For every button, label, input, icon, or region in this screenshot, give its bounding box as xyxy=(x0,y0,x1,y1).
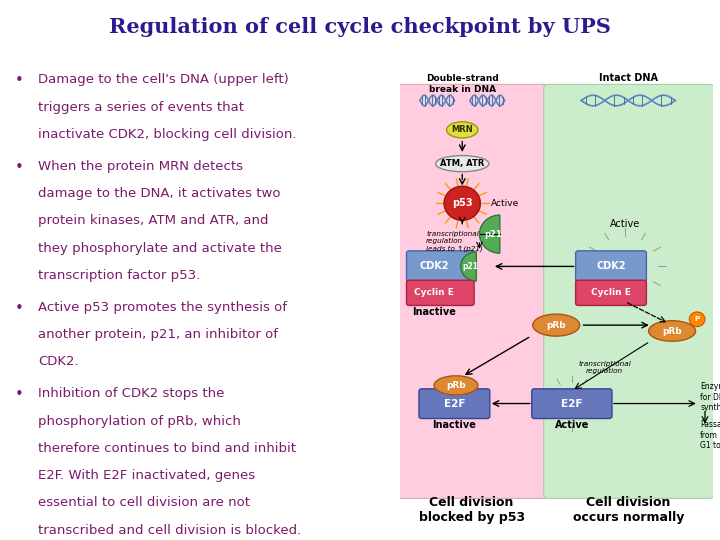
Text: therefore continues to bind and inhibit: therefore continues to bind and inhibit xyxy=(38,442,297,455)
Text: Enzymes
for DNA
synthesis: Enzymes for DNA synthesis xyxy=(701,382,720,412)
Text: Active: Active xyxy=(610,219,640,229)
Ellipse shape xyxy=(446,122,478,138)
FancyBboxPatch shape xyxy=(397,84,549,498)
Text: Cyclin E: Cyclin E xyxy=(414,288,454,298)
Ellipse shape xyxy=(649,321,696,341)
Text: Intact DNA: Intact DNA xyxy=(599,73,658,84)
Text: Regulation of cell cycle checkpoint by UPS: Regulation of cell cycle checkpoint by U… xyxy=(109,17,611,37)
Text: p21: p21 xyxy=(462,262,478,271)
Text: p53: p53 xyxy=(452,198,472,208)
Text: p21: p21 xyxy=(485,230,503,239)
FancyBboxPatch shape xyxy=(407,251,474,282)
Text: CDK2: CDK2 xyxy=(419,261,449,272)
Text: When the protein MRN detects: When the protein MRN detects xyxy=(38,160,243,173)
Text: transcribed and cell division is blocked.: transcribed and cell division is blocked… xyxy=(38,524,302,537)
Circle shape xyxy=(689,312,705,327)
Text: E2F: E2F xyxy=(561,399,582,409)
FancyBboxPatch shape xyxy=(419,389,490,419)
Text: phosphorylation of pRb, which: phosphorylation of pRb, which xyxy=(38,415,241,428)
FancyBboxPatch shape xyxy=(544,84,714,498)
Text: E2F: E2F xyxy=(444,399,465,409)
Text: Damage to the cell's DNA (upper left): Damage to the cell's DNA (upper left) xyxy=(38,73,289,86)
Text: ATM, ATR: ATM, ATR xyxy=(440,159,485,168)
Wedge shape xyxy=(480,215,500,253)
FancyBboxPatch shape xyxy=(532,389,612,419)
Text: another protein, p21, an inhibitor of: another protein, p21, an inhibitor of xyxy=(38,328,279,341)
Text: Cyclin E: Cyclin E xyxy=(591,288,631,298)
Text: Double-strand: Double-strand xyxy=(426,74,499,83)
Ellipse shape xyxy=(533,314,580,336)
Text: Active: Active xyxy=(554,420,589,430)
Text: Passage
from
G1 to S: Passage from G1 to S xyxy=(701,420,720,450)
Text: protein kinases, ATM and ATR, and: protein kinases, ATM and ATR, and xyxy=(38,214,269,227)
Text: Active: Active xyxy=(490,199,518,208)
Text: E2F. With E2F inactivated, genes: E2F. With E2F inactivated, genes xyxy=(38,469,256,482)
Text: essential to cell division are not: essential to cell division are not xyxy=(38,496,251,509)
Text: transcription factor p53.: transcription factor p53. xyxy=(38,269,201,282)
Text: Inactive: Inactive xyxy=(433,420,477,430)
Ellipse shape xyxy=(434,376,478,395)
Text: pRb: pRb xyxy=(446,381,466,390)
Text: transcriptional
regulation: transcriptional regulation xyxy=(578,361,631,374)
Text: CDK2.: CDK2. xyxy=(38,355,79,368)
Text: pRb: pRb xyxy=(662,327,682,335)
Text: Cell division
occurs normally: Cell division occurs normally xyxy=(572,496,684,524)
Text: pRb: pRb xyxy=(546,321,566,329)
Text: Inactive: Inactive xyxy=(412,307,456,317)
Text: Active p53 promotes the synthesis of: Active p53 promotes the synthesis of xyxy=(38,301,287,314)
FancyBboxPatch shape xyxy=(407,280,474,306)
Text: transcriptional
regulation
leads to ↑(p21): transcriptional regulation leads to ↑(p2… xyxy=(426,231,483,252)
FancyBboxPatch shape xyxy=(575,251,647,282)
Text: •: • xyxy=(15,73,24,89)
Text: P: P xyxy=(695,316,700,322)
Text: Cell division
blocked by p53: Cell division blocked by p53 xyxy=(418,496,525,524)
Text: •: • xyxy=(15,387,24,402)
Text: damage to the DNA, it activates two: damage to the DNA, it activates two xyxy=(38,187,281,200)
FancyBboxPatch shape xyxy=(575,280,647,306)
Ellipse shape xyxy=(436,156,489,172)
Text: •: • xyxy=(15,301,24,316)
Wedge shape xyxy=(461,252,477,281)
Text: triggers a series of events that: triggers a series of events that xyxy=(38,101,244,114)
Text: Inhibition of CDK2 stops the: Inhibition of CDK2 stops the xyxy=(38,387,225,400)
Text: inactivate CDK2, blocking cell division.: inactivate CDK2, blocking cell division. xyxy=(38,128,297,141)
Circle shape xyxy=(444,186,480,220)
Text: MRN: MRN xyxy=(451,125,473,134)
Text: •: • xyxy=(15,160,24,175)
Text: CDK2: CDK2 xyxy=(596,261,626,272)
Text: they phosphorylate and activate the: they phosphorylate and activate the xyxy=(38,242,282,255)
Text: break in DNA: break in DNA xyxy=(428,85,496,94)
